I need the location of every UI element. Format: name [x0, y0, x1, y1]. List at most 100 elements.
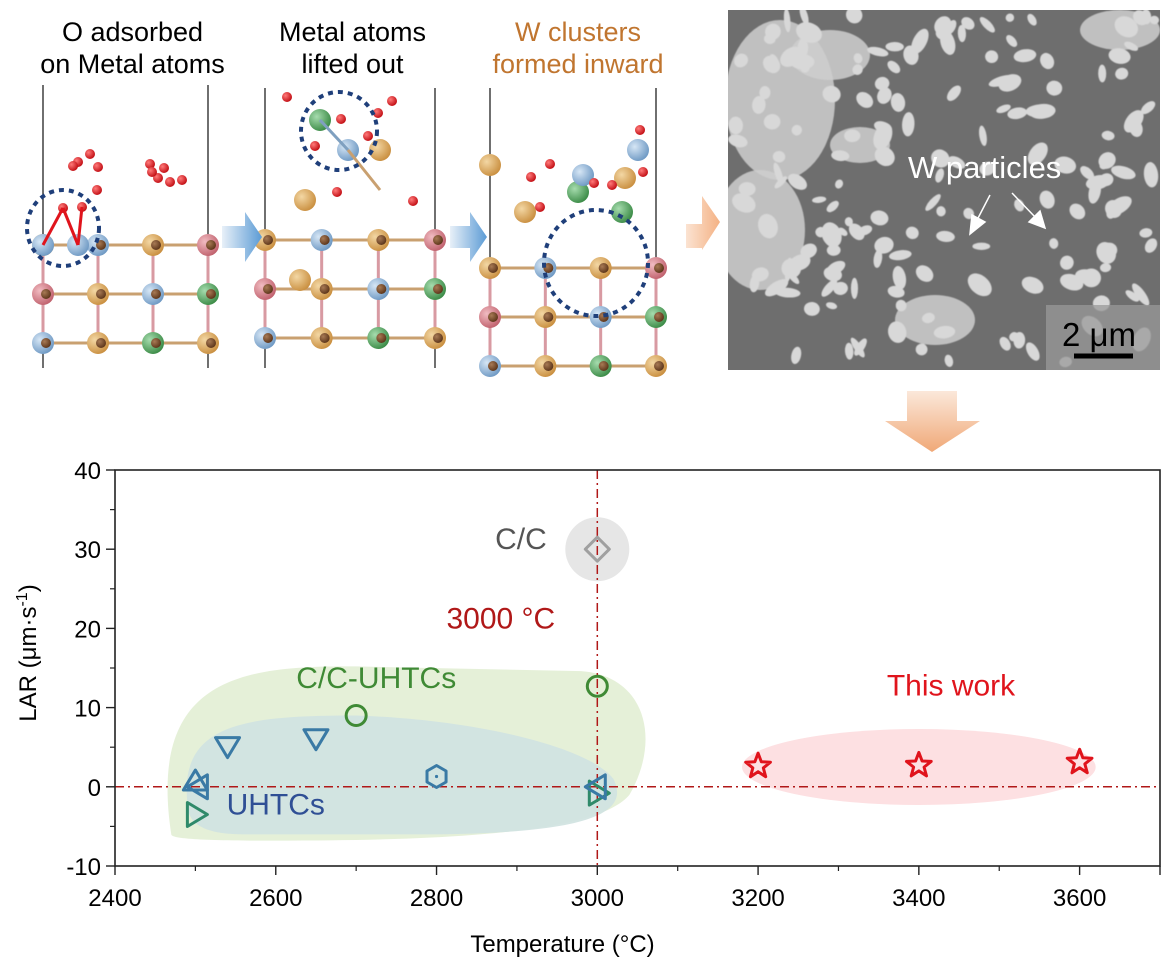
sem-particle: [967, 273, 992, 297]
sem-particle: [887, 285, 905, 298]
sem-particle: [961, 17, 975, 30]
atom: [363, 131, 373, 141]
marker-star: [904, 750, 933, 778]
sem-particle: [915, 265, 934, 282]
sem-particle: [1114, 16, 1138, 38]
annotation-label: C/C-UHTCs: [296, 662, 456, 695]
sem-particle: [790, 54, 815, 70]
atom: [310, 141, 320, 151]
chart-regions: [167, 517, 1096, 841]
atom: [627, 139, 649, 161]
sem-particle: [890, 93, 906, 112]
marker-star: [744, 751, 772, 779]
sem-particle: [791, 124, 802, 136]
atom: [92, 185, 102, 195]
sem-particle: [821, 279, 838, 297]
atom: [336, 114, 346, 124]
atom: [543, 312, 554, 322]
sem-particle: [996, 104, 1011, 114]
sem-particle: [738, 182, 756, 196]
atom: [598, 263, 609, 273]
process-arrow-down: [885, 391, 980, 452]
atom: [263, 284, 273, 294]
sem-particle: [815, 226, 826, 238]
sem-particle: [1046, 80, 1063, 96]
region-uhtcs: [186, 715, 618, 835]
x-tick-label: 2800: [410, 885, 463, 912]
atom: [319, 284, 330, 294]
atom: [376, 284, 387, 294]
atom: [572, 164, 594, 186]
atom: [93, 162, 103, 172]
sem-particle: [902, 112, 915, 137]
process-arrow-1: [222, 212, 262, 262]
sem-particle: [1069, 203, 1086, 220]
atom: [319, 333, 330, 343]
atom: [488, 361, 498, 371]
atom: [151, 240, 161, 250]
sem-particle: [1124, 41, 1139, 51]
sem-particle: [888, 321, 907, 343]
sem-particle: [800, 243, 817, 259]
atom: [567, 181, 589, 203]
sem-particle: [835, 179, 844, 189]
y-tick-label: 30: [74, 537, 101, 564]
sem-particle: [988, 74, 1015, 87]
marker-triangle-down: [302, 728, 330, 752]
sem-particle: [934, 16, 952, 35]
chart-annotations: 3000 °C C/C C/C-UHTCs UHTCs This work: [227, 523, 1017, 821]
sem-particle: [903, 45, 919, 65]
sem-particle: [845, 10, 863, 24]
sem-particle: [732, 193, 756, 213]
sem-particle: [874, 236, 894, 254]
y-tick-label: 20: [74, 616, 101, 643]
atom: [151, 289, 161, 299]
x-tick-label: 3400: [892, 885, 945, 912]
atom: [319, 235, 330, 245]
sem-particle: [1049, 238, 1059, 249]
sem-particle: [979, 17, 995, 33]
sem-particle: [1013, 332, 1026, 349]
sem-particle: [1115, 67, 1129, 80]
sem-particle: [791, 346, 802, 365]
marker-triangle-left: [583, 773, 607, 801]
sem-particle: [749, 274, 760, 293]
atom: [614, 167, 636, 189]
marker-diamond: [583, 535, 611, 563]
sem-particle: [911, 28, 929, 55]
sem-particle: [826, 200, 839, 213]
annotation-label: UHTCs: [227, 789, 325, 822]
sem-particle: [783, 10, 791, 33]
sem-particle: [763, 114, 781, 130]
atom: [535, 202, 545, 212]
atom: [147, 167, 157, 177]
sem-particle: [933, 325, 956, 339]
atom: [543, 361, 554, 371]
sem-particle: [1021, 276, 1044, 294]
atom: [177, 175, 187, 185]
atom: [96, 338, 106, 348]
sem-particle: [1133, 10, 1149, 26]
atom: [488, 263, 498, 273]
atom: [433, 333, 443, 343]
panel-1-title-line1: O adsorbed: [61, 17, 204, 47]
atom: [654, 263, 664, 273]
atom: [376, 235, 387, 245]
marker-triangle-down: [214, 736, 242, 760]
atom: [282, 92, 292, 102]
region-this-work: [742, 728, 1096, 806]
x-tick-label: 3200: [731, 885, 784, 912]
x-tick-label: 3600: [1053, 885, 1106, 912]
marker-circle: [585, 674, 609, 698]
sem-particle: [874, 76, 890, 91]
sem-particle: [985, 50, 999, 64]
atom: [96, 240, 106, 250]
atom: [408, 196, 418, 206]
sem-particle: [1143, 162, 1159, 188]
sem-particle: [873, 249, 883, 268]
chart-axes: 2400 2600 2800 3000 3200 3400 3600 -10 0 10 20 30 40…: [14, 458, 1161, 958]
sem-particle: [1060, 255, 1074, 270]
sem-particle: [788, 272, 800, 284]
x-tick-label: 2600: [249, 885, 302, 912]
sem-particle: [1013, 49, 1037, 63]
